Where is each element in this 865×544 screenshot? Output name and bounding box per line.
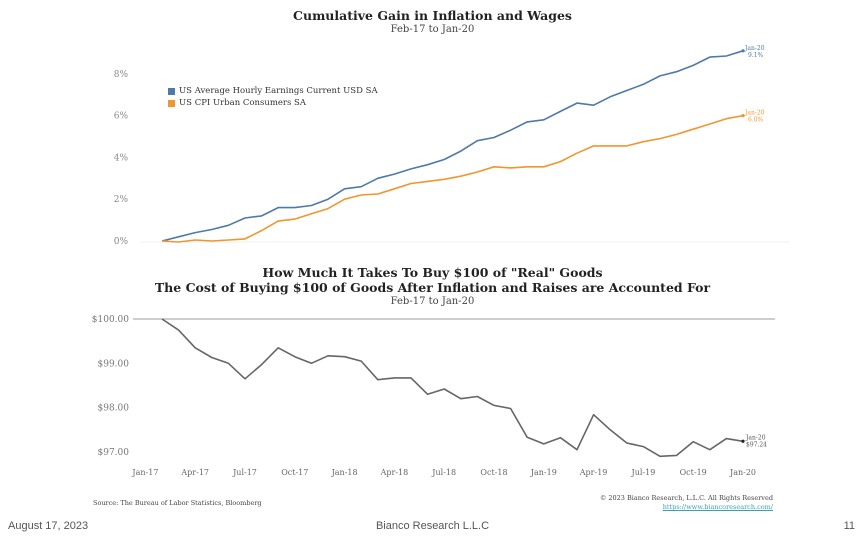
top-series-point-1 <box>741 114 745 118</box>
bottom-x-tick-label: Apr-17 <box>180 468 209 477</box>
bottom-x-tick-label: Jan-17 <box>131 468 158 477</box>
website-link[interactable]: https://www.biancoresearch.com/ <box>662 503 773 511</box>
legend-label-cpi: US CPI Urban Consumers SA <box>179 98 306 108</box>
footer-company: Bianco Research L.L.C <box>375 520 490 532</box>
bottom-x-tick-label: Jul-18 <box>431 468 456 477</box>
bottom-chart-subtitle: Feb-17 to Jan-20 <box>390 296 475 307</box>
legend: US Average Hourly Earnings Current USD S… <box>168 85 378 109</box>
top-y-tick-label: 0% <box>114 237 129 247</box>
legend-item-cpi: US CPI Urban Consumers SA <box>168 97 378 109</box>
bottom-chart-title-2: The Cost of Buying $100 of Goods After I… <box>154 280 711 295</box>
bottom-x-tick-label: Oct-18 <box>480 468 507 477</box>
bottom-x-tick-label: Jul-19 <box>630 468 655 477</box>
bottom-x-tick-label: Oct-17 <box>281 468 308 477</box>
bottom-series-point <box>741 439 745 443</box>
bottom-chart-title: How Much It Takes To Buy $100 of "Real" … <box>262 265 603 280</box>
top-end-label-date: Jan-20 <box>744 45 765 52</box>
top-end-label-date: Jan-20 <box>744 110 765 117</box>
source-note: Source: The Bureau of Labor Statistics, … <box>93 499 262 507</box>
top-chart-title: Cumulative Gain in Inflation and Wages <box>293 8 572 23</box>
legend-label-wages: US Average Hourly Earnings Current USD S… <box>179 86 378 96</box>
legend-item-wages: US Average Hourly Earnings Current USD S… <box>168 85 378 97</box>
footer-page-number: 11 <box>843 520 855 532</box>
top-chart: 0%2%4%6%8%Jan-209.1%Jan-206.0% <box>114 45 790 247</box>
bottom-series-line <box>161 318 744 458</box>
top-y-tick-label: 2% <box>114 195 129 205</box>
bottom-x-tick-label: Jan-18 <box>331 468 358 477</box>
bottom-x-tick-label: Apr-19 <box>579 468 608 477</box>
bottom-x-tick-label: Jul-17 <box>232 468 257 477</box>
bottom-end-label-date: Jan-20 <box>745 434 766 441</box>
bottom-x-tick-label: Apr-18 <box>380 468 409 477</box>
bottom-y-tick-label: $98.00 <box>98 404 130 414</box>
bottom-y-tick-label: $97.00 <box>98 448 130 458</box>
top-y-tick-label: 4% <box>114 153 129 163</box>
top-y-tick-label: 6% <box>114 112 129 122</box>
legend-swatch-blue <box>168 87 175 95</box>
top-end-label-value: 9.1% <box>748 52 764 59</box>
bottom-x-tick-label: Jan-20 <box>729 468 756 477</box>
top-end-label-value: 6.0% <box>748 117 764 124</box>
bottom-y-tick-label: $100.00 <box>92 315 129 325</box>
footer-date: August 17, 2023 <box>8 520 89 532</box>
top-series-line-1 <box>161 114 744 243</box>
copyright-note: © 2023 Bianco Research, L.L.C. All Right… <box>599 494 773 502</box>
legend-swatch-orange <box>168 99 175 107</box>
top-y-tick-label: 8% <box>114 70 129 80</box>
bottom-x-tick-label: Oct-19 <box>680 468 707 477</box>
bottom-end-label-value: $97.24 <box>746 441 767 448</box>
top-series-point-0 <box>741 49 745 53</box>
top-chart-subtitle: Feb-17 to Jan-20 <box>390 24 475 35</box>
bottom-x-tick-label: Jan-19 <box>530 468 557 477</box>
top-series-line-0 <box>161 50 744 242</box>
bottom-chart: $97.00 $98.00 $99.00 $100.00 Jan-17 Apr-17 Jul… <box>92 315 775 477</box>
bottom-y-tick-label: $99.00 <box>98 359 130 369</box>
